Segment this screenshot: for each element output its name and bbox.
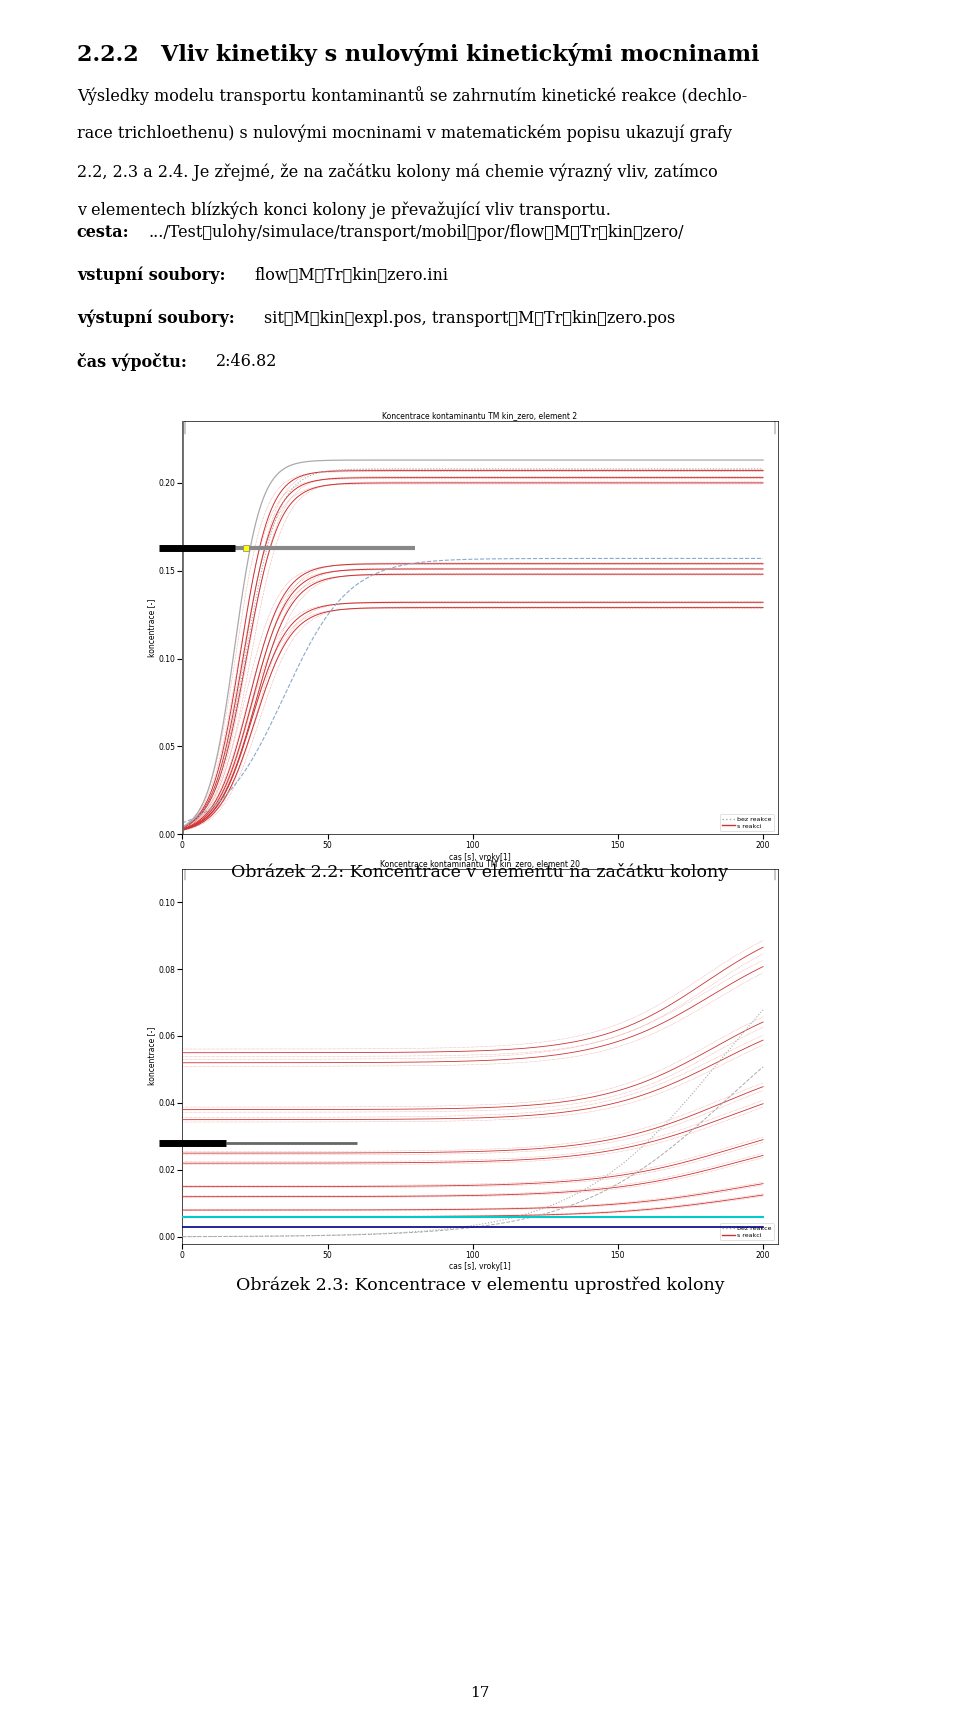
Text: vstupní soubory:: vstupní soubory: [77,267,226,284]
Text: sit⎯M⎯kin⎯expl.pos, transport⎯M⎯Tr⎯kin⎯zero.pos: sit⎯M⎯kin⎯expl.pos, transport⎯M⎯Tr⎯kin⎯z… [264,310,675,327]
Text: 2.2, 2.3 a 2.4. Je zřejmé, že na začátku kolony má chemie výrazný vliv, zatímco: 2.2, 2.3 a 2.4. Je zřejmé, že na začátku… [77,163,717,181]
X-axis label: cas [s], vroky[1]: cas [s], vroky[1] [449,853,511,862]
Text: 17: 17 [470,1686,490,1699]
Text: Obrázek 2.3: Koncentrace v elementu uprostřed kolony: Obrázek 2.3: Koncentrace v elementu upro… [236,1276,724,1293]
Text: čas výpočtu:: čas výpočtu: [77,353,186,370]
Title: Koncentrace kontaminantu TM kin_zero, element 20: Koncentrace kontaminantu TM kin_zero, el… [380,858,580,869]
Text: 2.2.2 Vliv kinetiky s nulovými kinetickými mocninami: 2.2.2 Vliv kinetiky s nulovými kinetický… [77,43,759,65]
Legend: bez reakce, s reakci: bez reakce, s reakci [720,814,775,831]
Text: .../Test⎯ulohy/simulace/transport/mobil⎯por/flow⎯M⎯Tr⎯kin⎯zero/: .../Test⎯ulohy/simulace/transport/mobil⎯… [149,224,684,241]
Text: výstupní soubory:: výstupní soubory: [77,310,234,327]
Text: race trichloethenu) s nulovými mocninami v matematickém popisu ukazují grafy: race trichloethenu) s nulovými mocninami… [77,124,732,143]
Text: Obrázek 2.2: Koncentrace v elementu na začátku kolony: Obrázek 2.2: Koncentrace v elementu na z… [231,863,729,881]
Text: v elementech blízkých konci kolony je převažující vliv transportu.: v elementech blízkých konci kolony je př… [77,201,611,220]
Title: Koncentrace kontaminantu TM kin_zero, element 2: Koncentrace kontaminantu TM kin_zero, el… [382,411,578,421]
Text: cesta:: cesta: [77,224,130,241]
Y-axis label: koncentrace [-]: koncentrace [-] [147,599,156,657]
X-axis label: cas [s], vroky[1]: cas [s], vroky[1] [449,1262,511,1271]
Legend: bez reakce, s reakci: bez reakce, s reakci [720,1223,775,1240]
Y-axis label: koncentrace [-]: koncentrace [-] [147,1027,156,1085]
Text: 2:46.82: 2:46.82 [216,353,277,370]
Text: Výsledky modelu transportu kontaminantů se zahrnutím kinetické reakce (dechlo-: Výsledky modelu transportu kontaminantů … [77,86,747,105]
Text: flow⎯M⎯Tr⎯kin⎯zero.ini: flow⎯M⎯Tr⎯kin⎯zero.ini [254,267,448,284]
